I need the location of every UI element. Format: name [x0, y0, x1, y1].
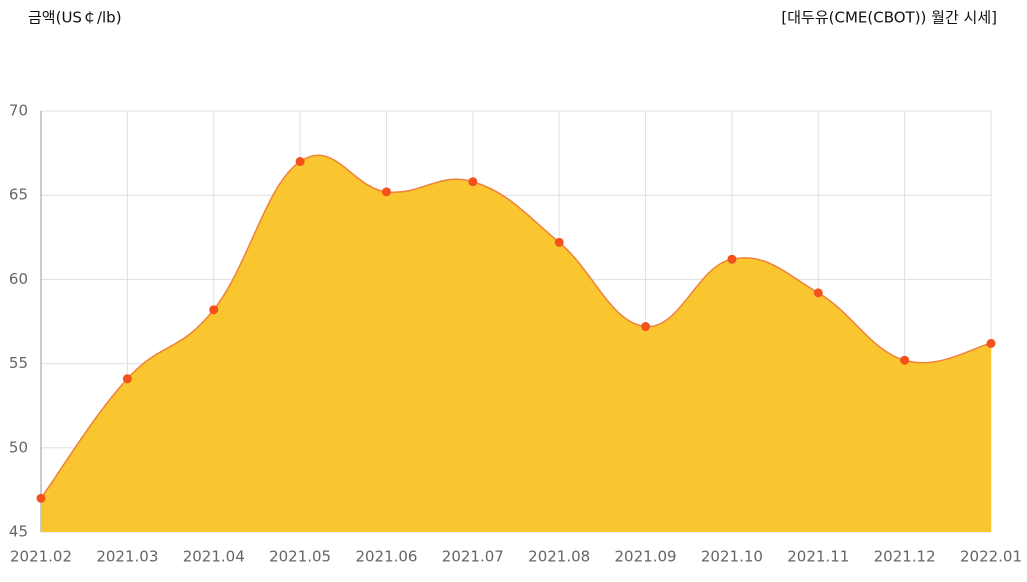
data-point: [727, 254, 737, 264]
x-tick-label: 2021.08: [528, 548, 590, 566]
x-tick-label: 2021.03: [96, 548, 158, 566]
x-tick-label: 2021.12: [874, 548, 936, 566]
chart-title: [대두유(CME(CBOT)) 월간 시세]: [781, 9, 997, 27]
data-point: [209, 305, 219, 315]
data-point: [122, 374, 132, 384]
data-point: [36, 493, 46, 503]
y-tick-label: 55: [9, 354, 28, 372]
x-tick-label: 2021.11: [787, 548, 849, 566]
x-tick-label: 2021.10: [701, 548, 763, 566]
x-tick-label: 2021.06: [355, 548, 417, 566]
y-tick-label: 70: [9, 102, 28, 120]
y-tick-label: 65: [9, 186, 28, 204]
y-tick-label: 50: [9, 438, 28, 456]
y-axis-label: 금액(US￠/lb): [28, 9, 122, 27]
data-point: [641, 322, 651, 332]
x-tick-label: 2021.05: [269, 548, 331, 566]
y-tick-label: 45: [9, 523, 28, 541]
y-tick-label: 60: [9, 270, 28, 288]
data-point: [554, 237, 564, 247]
x-tick-label: 2021.04: [183, 548, 245, 566]
data-point: [986, 338, 996, 348]
data-point: [468, 177, 478, 187]
data-point: [295, 157, 305, 167]
area-fill: [41, 155, 991, 532]
data-point: [381, 187, 391, 197]
x-tick-label: 2021.09: [615, 548, 677, 566]
x-tick-label: 2021.07: [442, 548, 504, 566]
x-tick-label: 2021.02: [10, 548, 72, 566]
x-tick-label: 2022.01: [960, 548, 1022, 566]
data-point: [813, 288, 823, 298]
data-point: [900, 355, 910, 365]
